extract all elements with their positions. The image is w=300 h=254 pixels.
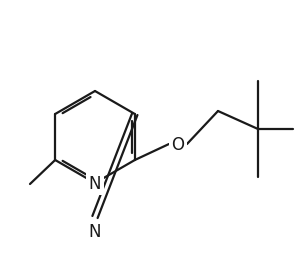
Text: O: O bbox=[172, 135, 184, 153]
Text: N: N bbox=[89, 222, 101, 240]
Text: N: N bbox=[89, 174, 101, 192]
